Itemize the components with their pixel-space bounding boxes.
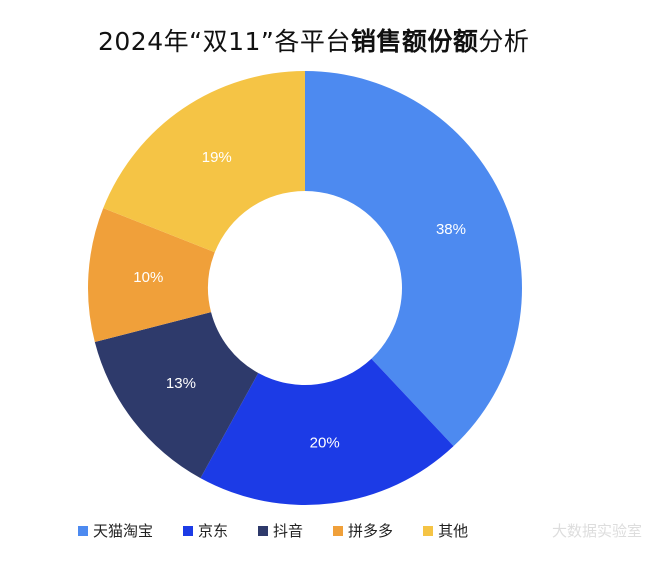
donut-slice-5	[103, 71, 306, 253]
legend-swatch-5	[423, 525, 434, 536]
legend-label-5: 其他	[438, 522, 469, 540]
legend-item-5: 其他	[423, 520, 468, 541]
legend-swatch-1	[78, 525, 88, 536]
legend-label-4: 拼多多	[348, 522, 394, 540]
slice-label-3: 13%	[166, 375, 196, 392]
chart-title: 2024年“双11”各平台销售额份额分析	[98, 22, 529, 58]
title-part-1: 2024年“双11”各平台	[98, 27, 351, 56]
slice-label-5: 19%	[202, 149, 232, 166]
legend-item-3: 抖音	[258, 520, 303, 541]
legend-swatch-4	[333, 525, 344, 536]
legend-swatch-3	[258, 525, 269, 536]
title-part-3: 分析	[478, 27, 530, 56]
legend: 天猫淘宝 京东 抖音 拼多多 其他	[78, 520, 498, 541]
legend-item-1: 天猫淘宝	[78, 520, 153, 541]
donut-slice-4	[88, 208, 215, 342]
title-part-2: 销售额份额	[350, 27, 479, 56]
watermark: 大数据实验室	[551, 522, 642, 540]
legend-label-3: 抖音	[273, 522, 304, 540]
legend-item-4: 拼多多	[333, 520, 393, 541]
slice-label-4: 10%	[133, 269, 163, 286]
legend-swatch-2	[183, 525, 194, 536]
legend-label-2: 京东	[198, 522, 229, 540]
donut-slice-1	[305, 71, 522, 447]
legend-label-1: 天猫淘宝	[93, 522, 154, 540]
slice-label-2: 20%	[310, 435, 340, 452]
donut-slice-2	[200, 358, 454, 505]
donut-slice-3	[94, 312, 259, 479]
legend-item-2: 京东	[183, 520, 228, 541]
slice-label-1: 38%	[436, 221, 466, 238]
